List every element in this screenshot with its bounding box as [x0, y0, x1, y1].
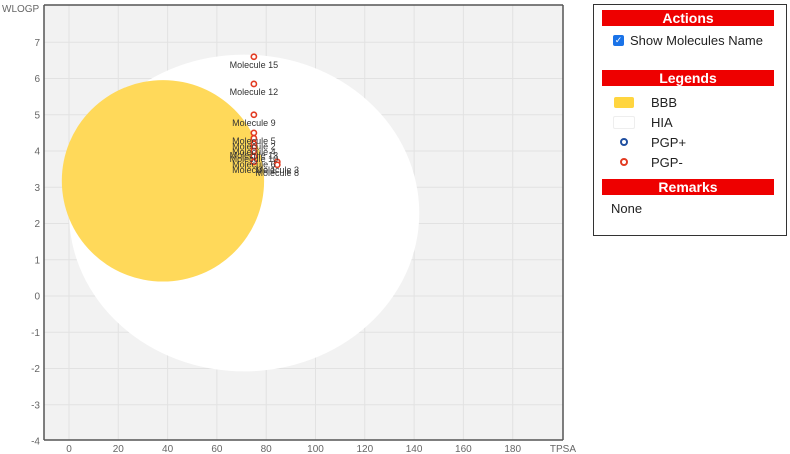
y-tick-label: 4	[34, 147, 40, 158]
pgp-plus-dot-icon	[620, 138, 628, 146]
x-tick-label: 20	[113, 444, 125, 454]
y-tick-label: -1	[31, 328, 40, 339]
x-tick-label: 140	[406, 444, 423, 454]
legends-header: Legends	[602, 70, 774, 86]
show-names-toggle[interactable]: ✓ Show Molecules Name	[613, 33, 763, 48]
molecule-label: Molecule 8	[256, 168, 300, 178]
legend-item-bbb: BBB	[613, 94, 677, 110]
data-point	[250, 80, 258, 88]
x-tick-label: 160	[455, 444, 472, 454]
molecule-label: Molecule 5	[232, 136, 276, 146]
y-tick-label: -3	[31, 400, 40, 411]
y-tick-label: 3	[34, 183, 40, 194]
y-tick-label: 5	[34, 110, 40, 121]
remarks-header: Remarks	[602, 179, 774, 195]
legend-label-pgp-minus: PGP-	[651, 154, 683, 170]
molecule-label: Molecule 1	[232, 165, 276, 175]
legend-label-pgp-plus: PGP+	[651, 134, 687, 150]
side-panel: Actions ✓ Show Molecules Name Legends BB…	[593, 4, 787, 236]
molecule-label: Molecule 12	[230, 87, 279, 97]
show-names-label: Show Molecules Name	[630, 33, 763, 48]
x-tick-label: 180	[504, 444, 521, 454]
data-point	[250, 129, 258, 137]
molecule-label: Molecule 13	[230, 150, 279, 160]
y-tick-label: 7	[34, 38, 40, 49]
bbb-swatch	[614, 96, 634, 108]
y-tick-label: -4	[31, 437, 40, 448]
x-tick-label: 100	[307, 444, 324, 454]
x-tick-label: 80	[261, 444, 273, 454]
data-point	[250, 53, 258, 61]
legend-item-pgp-minus: PGP-	[613, 154, 683, 170]
molecule-label: Molecule 9	[232, 118, 276, 128]
hia-swatch	[613, 115, 635, 129]
x-axis-title: TPSA	[550, 444, 576, 454]
x-tick-label: 40	[162, 444, 174, 454]
legend-label-hia: HIA	[651, 114, 673, 130]
molecule-label: Molecule 15	[230, 60, 279, 70]
y-tick-label: 1	[34, 255, 40, 266]
molecule-label: Molecule 2	[232, 141, 276, 151]
actions-header: Actions	[602, 10, 774, 26]
checkmark-icon: ✓	[614, 35, 623, 45]
data-point	[250, 111, 258, 119]
y-axis-title: WLOGP	[2, 4, 40, 15]
y-tick-label: -2	[31, 364, 40, 375]
plot-area: Molecule 15 Molecule 12 Molecule 9 Molecule…	[44, 5, 563, 440]
x-tick-label: 60	[211, 444, 223, 454]
pgp-minus-dot-icon	[620, 158, 628, 166]
legend-item-pgp-plus: PGP+	[613, 134, 686, 150]
molecule-label: Molecule 4	[232, 147, 276, 157]
molecule-label: Molecule 3	[256, 165, 300, 175]
region-bbb	[61, 80, 265, 282]
y-tick-label: 2	[34, 219, 40, 230]
legend-item-hia: HIA	[613, 114, 673, 130]
data-point	[250, 158, 258, 166]
y-tick-label: 6	[34, 74, 40, 85]
y-tick-label: 0	[34, 292, 40, 303]
x-tick-label: 120	[356, 444, 373, 454]
molecule-label: Molecule 6	[232, 159, 276, 169]
data-point	[273, 161, 281, 169]
remarks-text: None	[611, 201, 643, 216]
legend-label-bbb: BBB	[651, 94, 678, 110]
molecule-label: Molecule 10	[230, 154, 279, 164]
show-names-checkbox[interactable]: ✓	[613, 35, 624, 46]
x-tick-label: 0	[66, 444, 72, 454]
